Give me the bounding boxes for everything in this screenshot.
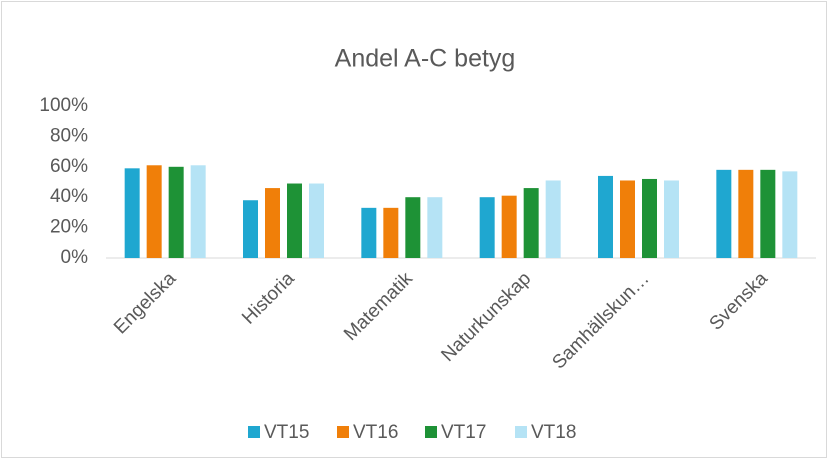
bar <box>168 166 184 258</box>
bar <box>738 169 754 258</box>
chart-title: Andel A-C betyg <box>335 45 516 73</box>
bar <box>642 178 657 258</box>
y-tick-label: 20% <box>50 217 88 238</box>
legend-swatch <box>337 426 349 438</box>
bar <box>760 169 776 258</box>
y-tick-label: 40% <box>50 186 88 207</box>
bar <box>405 197 421 258</box>
bar <box>243 200 258 258</box>
bar <box>124 168 140 258</box>
legend-swatch <box>248 426 260 438</box>
legend-label: VT16 <box>353 422 398 443</box>
bar <box>427 197 443 258</box>
y-tick-label: 100% <box>39 95 88 116</box>
bar <box>782 171 798 258</box>
bar <box>361 207 377 258</box>
bar <box>523 188 539 258</box>
bar <box>479 197 495 258</box>
y-tick-label: 60% <box>50 156 88 177</box>
y-tick-label: 0% <box>61 247 89 268</box>
bar <box>501 195 517 258</box>
bar <box>716 169 732 258</box>
bar <box>190 165 206 258</box>
bar <box>545 180 561 258</box>
legend-label: VT15 <box>264 422 309 443</box>
bar <box>383 207 399 258</box>
y-tick-label: 80% <box>50 125 88 146</box>
bar <box>620 180 635 258</box>
legend-label: VT18 <box>531 422 576 443</box>
bar <box>265 188 280 258</box>
legend-label: VT17 <box>441 422 486 443</box>
bar <box>664 180 679 258</box>
legend-swatch <box>425 426 437 438</box>
bar <box>146 165 162 258</box>
legend-swatch <box>515 426 527 438</box>
bar <box>309 183 324 258</box>
bar <box>598 175 613 258</box>
bar <box>287 183 302 258</box>
